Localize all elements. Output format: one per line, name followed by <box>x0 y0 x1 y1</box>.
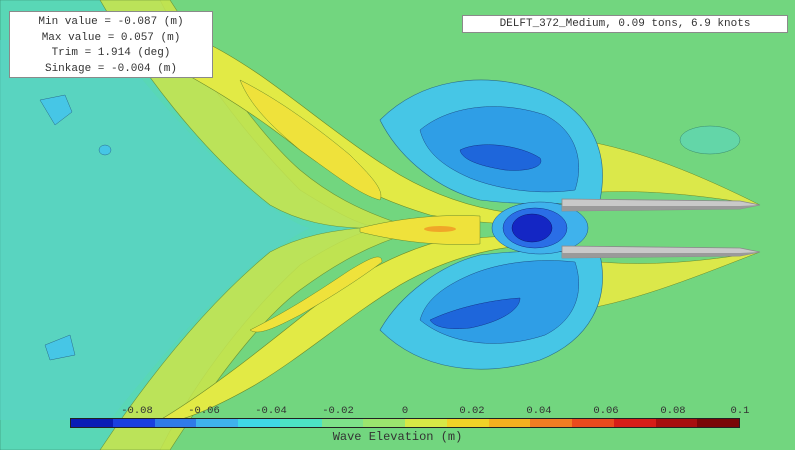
sinkage-line: Sinkage = -0.004 (m) <box>44 62 178 75</box>
stats-panel: Min value = -0.087 (m) Max value = 0.057… <box>9 11 213 78</box>
trim-line: Trim = 1.914 (deg) <box>51 47 171 59</box>
colorbar-segment-1 <box>112 419 155 427</box>
colorbar-tick-label: 0.04 <box>526 405 552 417</box>
case-label-panel: DELFT_372_Medium, 0.09 tons, 6.9 knots <box>462 15 788 33</box>
contour-patch-3 <box>98 144 112 156</box>
max-value-line: Max value = 0.057 (m) <box>41 31 181 44</box>
colorbar-tick-label: 0.02 <box>459 405 485 417</box>
contour-upper-deep-lobe <box>459 144 542 171</box>
colorbar-tick-label: -0.02 <box>322 405 354 417</box>
colorbar-tick-label: -0.06 <box>188 405 220 417</box>
colorbar-segment-4 <box>238 419 280 427</box>
case-label: DELFT_372_Medium, 0.09 tons, 6.9 knots <box>499 18 751 30</box>
colorbar-segment-13 <box>613 419 656 427</box>
colorbar-tick-label: 0.06 <box>593 405 619 417</box>
colorbar <box>70 418 740 428</box>
contour-lower-yellow-core <box>249 256 383 333</box>
colorbar-segment-2 <box>154 419 197 427</box>
colorbar-segment-11 <box>530 419 572 427</box>
contour-wake-orange <box>424 226 456 232</box>
contour-patch-1 <box>39 94 73 126</box>
colorbar-segment-5 <box>279 419 322 427</box>
colorbar-segment-12 <box>572 419 614 427</box>
colorbar-segment-15 <box>697 419 739 427</box>
hull-upper-shadow <box>562 205 760 211</box>
colorbar-segment-3 <box>196 419 238 427</box>
colorbar-tick-label: 0 <box>401 405 409 417</box>
contour-left-mid <box>0 40 310 420</box>
contour-patch-4 <box>679 125 741 155</box>
min-value-line: Min value = -0.087 (m) <box>38 16 184 28</box>
colorbar-segment-6 <box>321 419 364 427</box>
colorbar-segment-9 <box>446 419 489 427</box>
colorbar-segment-14 <box>655 419 698 427</box>
contour-wake-yellow <box>359 215 481 245</box>
colorbar-title: Wave Elevation (m) <box>332 430 463 444</box>
contour-lower-deep-lobe <box>429 297 521 329</box>
colorbar-segment-10 <box>488 419 531 427</box>
colorbar-tick-label: -0.04 <box>255 405 287 417</box>
colorbar-tick-label: 0.08 <box>660 405 686 417</box>
catamaran-hulls <box>561 198 761 259</box>
colorbar-segment-8 <box>405 419 447 427</box>
contour-stern-trough-deep <box>511 213 553 243</box>
colorbar-tick-label: -0.08 <box>121 405 153 417</box>
hull-lower-shadow <box>562 252 760 258</box>
colorbar-segment-7 <box>363 419 405 427</box>
contour-patch-2 <box>44 334 76 361</box>
contour-upper-yellow-core <box>239 79 382 201</box>
colorbar-segment-0 <box>71 419 113 427</box>
colorbar-tick-label: 0.1 <box>730 405 750 417</box>
